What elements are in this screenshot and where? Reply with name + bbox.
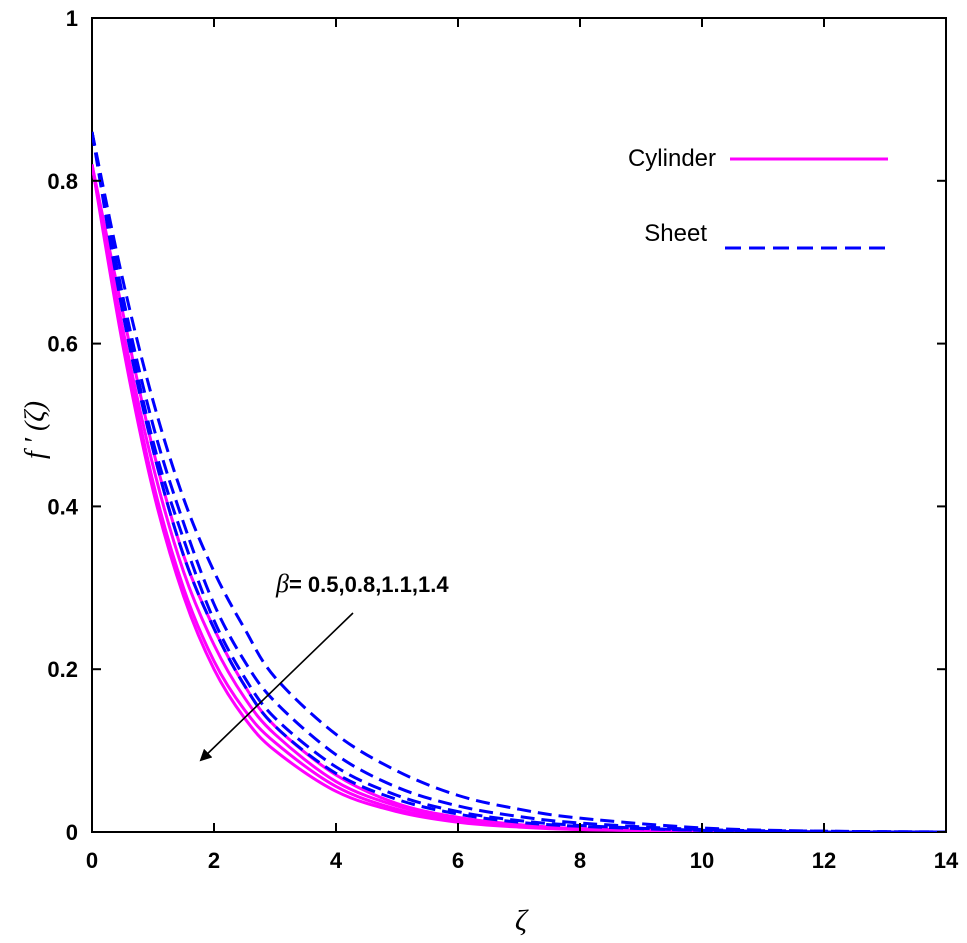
series-line-cylinder-beta-0-5 <box>92 164 946 832</box>
x-tick-label: 12 <box>812 848 836 873</box>
y-tick-label: 0.6 <box>47 332 78 357</box>
x-tick-label: 8 <box>574 848 586 873</box>
series-line-sheet-beta-0-8 <box>92 131 946 832</box>
y-axis-title: f ′ (ζ) <box>20 401 51 459</box>
y-tick-label: 1 <box>66 6 78 31</box>
plot-area-frame <box>91 17 947 833</box>
series-line-sheet-beta-1-4 <box>92 131 946 832</box>
x-tick-label: 0 <box>86 848 98 873</box>
y-tick-label: 0.8 <box>47 169 78 194</box>
x-tick-label: 4 <box>330 848 343 873</box>
legend: Cylinder Sheet <box>628 145 892 250</box>
beta-values-text: = 0.5,0.8,1.1,1.4 <box>289 572 449 597</box>
legend-label-cylinder: Cylinder <box>628 145 716 172</box>
beta-annotation-label: β= 0.5,0.8,1.1,1.4 <box>275 569 449 598</box>
beta-symbol: β <box>275 569 289 598</box>
y-tick-label: 0.2 <box>47 657 78 682</box>
y-tick-label: 0 <box>66 820 78 845</box>
legend-label-sheet: Sheet <box>644 220 707 247</box>
series-line-sheet-beta-0-5 <box>92 131 946 832</box>
series-line-cylinder-beta-1-4 <box>92 164 946 832</box>
x-axis-title: ζ <box>515 904 529 937</box>
beta-annotation: β= 0.5,0.8,1.1,1.4 <box>199 569 449 762</box>
x-tick-label: 6 <box>452 848 464 873</box>
x-tick-label: 2 <box>208 848 220 873</box>
x-tick-label: 14 <box>934 848 959 873</box>
beta-annotation-arrow <box>199 612 354 762</box>
series-line-cylinder-beta-1-1 <box>92 164 946 832</box>
y-tick-label: 0.4 <box>47 494 78 519</box>
series-line-cylinder-beta-0-8 <box>92 164 946 832</box>
series-line-sheet-beta-1-1 <box>92 131 946 832</box>
x-tick-label: 10 <box>690 848 714 873</box>
